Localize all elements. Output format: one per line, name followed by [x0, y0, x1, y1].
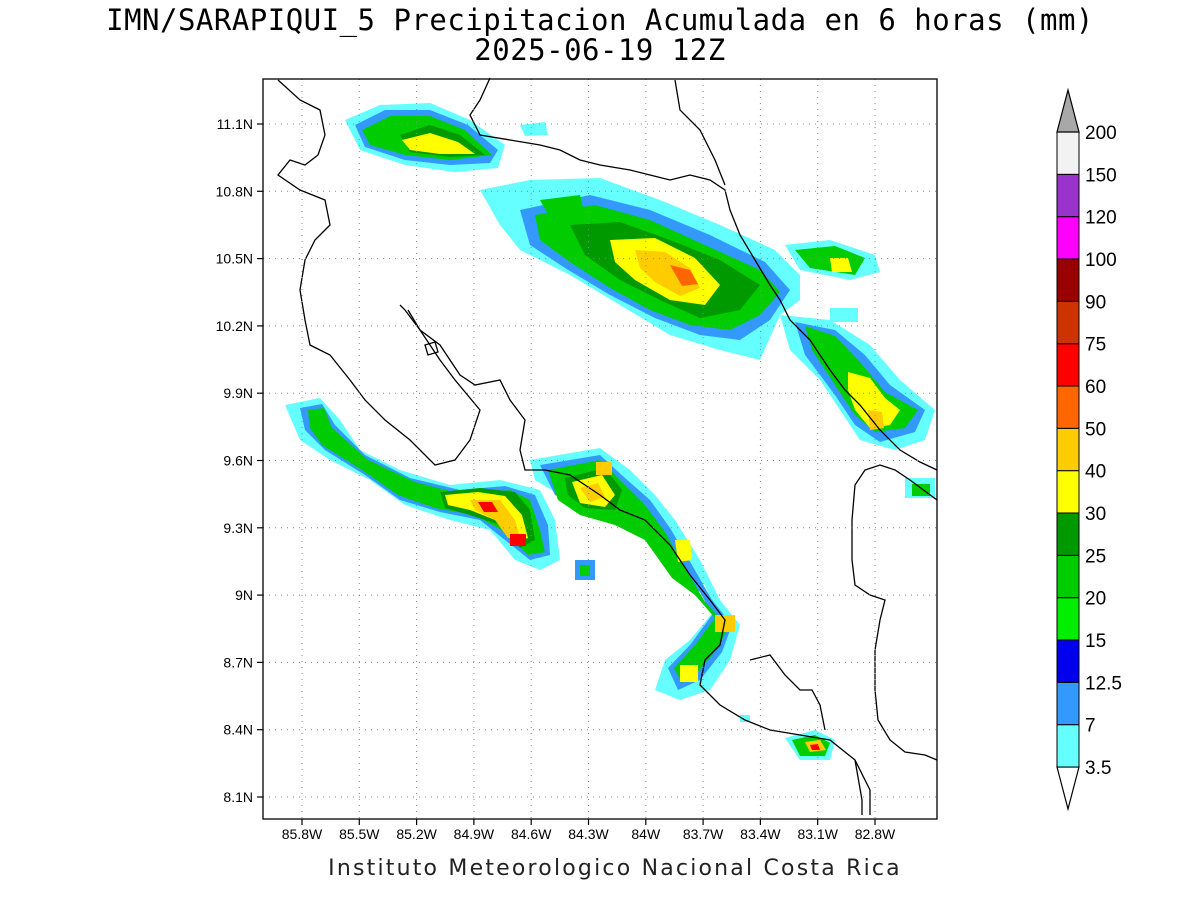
colorbar-label: 100	[1085, 250, 1117, 271]
lat-tick-label: 10.8N	[216, 183, 253, 199]
lon-tick-label: 85.2W	[396, 826, 437, 842]
lat-tick-label: 9.3N	[223, 520, 253, 536]
lat-tick-label: 9N	[235, 587, 253, 603]
lat-tick-label: 9.9N	[223, 385, 253, 401]
colorbar-swatch	[1056, 385, 1080, 429]
colorbar-label: 50	[1085, 419, 1106, 440]
precipitation-field	[285, 103, 935, 760]
colorbar-label: 3.5	[1085, 758, 1111, 779]
lat-tick-label: 8.1N	[223, 789, 253, 805]
map-title: IMN/SARAPIQUI_5 Precipitacion Acumulada …	[106, 3, 1094, 37]
lon-tick-label: 84.3W	[568, 826, 609, 842]
colorbar-swatch	[1056, 258, 1080, 302]
colorbar-label: 30	[1085, 504, 1106, 525]
colorbar-swatch	[1056, 470, 1080, 514]
colorbar-label: 40	[1085, 462, 1106, 483]
lon-tick-label: 84.6W	[511, 826, 552, 842]
colorbar-swatch	[1056, 639, 1080, 683]
colorbar-swatch	[1056, 173, 1080, 218]
lat-tick-label: 10.2N	[216, 318, 253, 334]
map-frame	[262, 78, 938, 820]
colorbar-label: 20	[1085, 589, 1106, 610]
rain-cell-north-band	[480, 178, 880, 360]
map-subtitle-date: 2025-06-19 12Z	[474, 33, 726, 67]
lat-tick-label: 11.1N	[217, 116, 253, 132]
colorbar-swatch	[1056, 597, 1080, 641]
colorbar-swatch	[1056, 681, 1080, 726]
lat-tick-label: 9.6N	[223, 453, 253, 469]
lon-tick-label: 83.1W	[797, 826, 838, 842]
rain-cell-pacific-south	[530, 448, 740, 700]
colorbar-label: 150	[1085, 165, 1117, 186]
colorbar-label: 12.5	[1085, 673, 1122, 694]
colorbar-swatch	[1056, 427, 1080, 472]
colorbar-label: 60	[1085, 377, 1106, 398]
graticule	[263, 79, 937, 819]
rain-cell-northwest	[345, 103, 548, 172]
lon-tick-label: 85.8W	[282, 826, 323, 842]
colorbar-label: 200	[1085, 123, 1117, 144]
colorbar-label: 90	[1085, 292, 1106, 313]
lon-tick-label: 83.4W	[740, 826, 781, 842]
colorbar-swatch	[1056, 343, 1080, 387]
colorbar-lower-arrow	[1056, 766, 1080, 812]
colorbar-upper-arrow	[1056, 87, 1080, 133]
lat-tick-label: 10.5N	[216, 251, 253, 267]
longitude-axis: 85.8W 85.5W 85.2W 84.9W 84.6W 84.3W 84W 83.7W 83…	[282, 819, 896, 842]
colorbar-swatch	[1056, 300, 1080, 345]
lon-tick-label: 82.8W	[855, 826, 896, 842]
lat-tick-label: 8.4N	[223, 722, 253, 738]
colorbar-swatch	[1056, 512, 1080, 556]
colorbar-label: 75	[1085, 335, 1106, 356]
colorbar-label: 7	[1085, 716, 1096, 737]
lon-tick-label: 83.7W	[683, 826, 724, 842]
lon-tick-label: 85.5W	[339, 826, 380, 842]
colorbar-swatch	[1056, 724, 1080, 768]
colorbar-label: 15	[1085, 631, 1106, 652]
colorbar-swatch	[1056, 554, 1080, 599]
colorbar-swatch	[1056, 131, 1080, 175]
coastlines	[277, 77, 938, 815]
lat-tick-label: 8.7N	[223, 654, 253, 670]
colorbar-swatch	[1056, 216, 1080, 260]
colorbar-label: 25	[1085, 546, 1106, 567]
lon-tick-label: 84.9W	[454, 826, 495, 842]
lon-tick-label: 84W	[631, 826, 661, 842]
rain-cell-pacific-west	[285, 398, 595, 580]
colorbar: 3.5 7 12.5 15 20 25 30 40 50 60 75 90 100 120 150 200	[1056, 87, 1122, 812]
footer-credit: Instituto Meteorologico Nacional Costa R…	[328, 856, 902, 881]
colorbar-label: 120	[1085, 208, 1117, 229]
latitude-axis: 11.1N 10.8N 10.5N 10.2N 9.9N 9.6N 9.3N 9N 8.7N 8.…	[216, 116, 263, 805]
